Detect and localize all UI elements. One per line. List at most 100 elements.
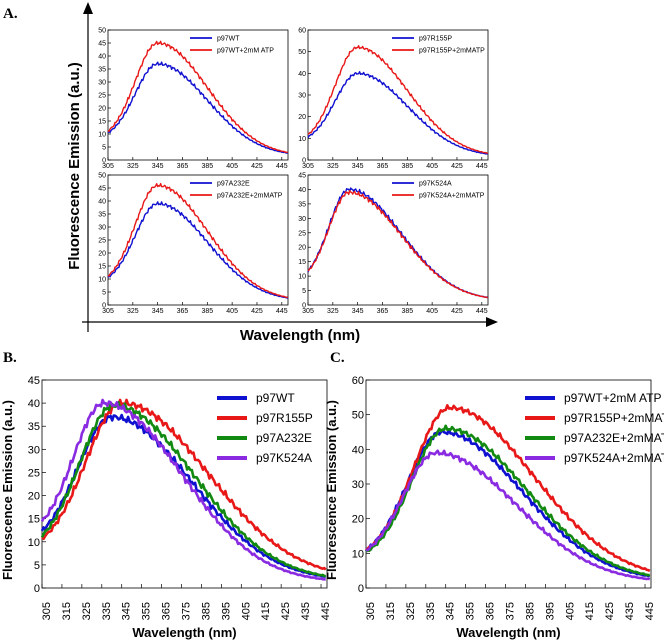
- x-tick-label: 385: [524, 602, 536, 620]
- legend-label: p97A232E: [217, 181, 250, 188]
- x-tick-label: 325: [127, 163, 139, 170]
- x-tick-label: 345: [152, 163, 164, 170]
- y-tick-label: 0: [302, 303, 306, 310]
- y-tick-label: 10: [28, 537, 40, 549]
- y-tick-label: 10: [298, 136, 306, 143]
- x-tick-label: 365: [177, 308, 189, 315]
- y-tick-label: 10: [298, 274, 306, 281]
- x-tick-label: 445: [320, 602, 332, 620]
- x-tick-label: 325: [327, 163, 339, 170]
- legend-label: p97A232E+2mMATP: [564, 431, 664, 445]
- y-tick-label: 50: [298, 49, 306, 56]
- x-tick-label: 365: [377, 308, 389, 315]
- x-tick-label: 435: [624, 602, 636, 620]
- legend-label: p97A232E+2mMATP: [217, 193, 283, 200]
- y-tick-label: 0: [34, 583, 40, 595]
- y-tick-label: 40: [98, 199, 106, 206]
- legend-label: p97R155P: [419, 36, 452, 43]
- series-line-p97r155p-2mmatp: [307, 45, 488, 154]
- chart-b: 0 5 10 15 20 25 30 35 40 45 305 315 325 335 345 355 365 3…: [0, 375, 332, 640]
- x-tick-label: 445: [476, 163, 488, 170]
- panel-a-frame: Fluorescence Emission (a.u.) Wavelength …: [66, 2, 498, 344]
- y-tick-label: 45: [98, 186, 106, 193]
- x-tick-label: 315: [61, 602, 73, 620]
- x-tick-label: 325: [81, 602, 93, 620]
- y-tick-label: 20: [98, 251, 106, 258]
- panel-label-c: C.: [330, 350, 345, 366]
- x-tick-label: 365: [161, 602, 173, 620]
- x-tick-label: 385: [401, 308, 413, 315]
- x-tick-label: 335: [425, 602, 437, 620]
- x-axis-title: Wavelength (nm): [456, 625, 560, 640]
- y-tick-label: 50: [98, 173, 106, 180]
- x-axis-title: Wavelength (nm): [132, 625, 236, 640]
- y-tick-label: 35: [28, 421, 40, 433]
- x-tick-label: 425: [451, 163, 463, 170]
- y-tick-label: 25: [28, 467, 40, 479]
- y-tick-label: 30: [98, 225, 106, 232]
- legend-label: p97R155P+2mMATP: [419, 48, 485, 55]
- y-tick-label: 50: [352, 410, 364, 422]
- chart-a3: 0 5 10 15 20 25 30 35 40 45 50 305 325 345 365 385 405 42…: [98, 173, 289, 315]
- x-tick-label: 425: [280, 602, 292, 620]
- x-tick-label: 395: [220, 602, 232, 620]
- series-line-p97k524a: [40, 398, 326, 581]
- x-tick-label: 445: [276, 163, 288, 170]
- legend-label: p97WT+2mM ATP: [564, 391, 661, 405]
- x-tick-label: 425: [451, 308, 463, 315]
- y-tick-label: 20: [298, 245, 306, 252]
- legend-label: p97R155P+2mMATP: [564, 411, 664, 425]
- y-tick-label: 25: [98, 93, 106, 100]
- x-tick-label: 305: [41, 602, 53, 620]
- x-tick-label: 325: [127, 308, 139, 315]
- y-tick-label: 0: [102, 303, 106, 310]
- series-line-p97k524a: [307, 187, 489, 299]
- y-tick-label: 35: [298, 201, 306, 208]
- y-tick-label: 45: [28, 375, 40, 387]
- y-tick-label: 5: [34, 560, 40, 572]
- y-tick-label: 15: [28, 514, 40, 526]
- x-tick-label: 405: [226, 163, 238, 170]
- x-tick-label: 445: [644, 602, 656, 620]
- legend-label: p97K524A: [419, 181, 452, 188]
- y-tick-label: 30: [298, 216, 306, 223]
- x-tick-label: 305: [102, 308, 114, 315]
- y-tick-label: 40: [352, 444, 364, 456]
- x-tick-label: 305: [302, 163, 314, 170]
- legend-label: p97K524A+2mMATP: [419, 193, 485, 200]
- x-tick-label: 345: [352, 163, 364, 170]
- y-tick-label: 10: [98, 132, 106, 139]
- panel-a-y-arrow: [83, 2, 93, 14]
- x-tick-label: 385: [201, 163, 213, 170]
- x-tick-label: 365: [485, 602, 497, 620]
- x-tick-label: 345: [121, 602, 133, 620]
- y-tick-label: 40: [298, 187, 306, 194]
- legend-label: p97R155P: [256, 411, 313, 425]
- panel-label-a: A.: [3, 6, 18, 22]
- series-line-p97r155p: [41, 398, 327, 571]
- x-tick-label: 325: [327, 308, 339, 315]
- panel-a-xlabel: Wavelength (nm): [240, 327, 360, 344]
- y-axis-title: Fluorescence Emission (a.u.): [324, 400, 339, 580]
- panel-a-ylabel: Fluorescence Emission (a.u.): [66, 62, 83, 270]
- x-tick-label: 405: [240, 602, 252, 620]
- plot-frame: [307, 174, 489, 306]
- x-tick-label: 405: [226, 308, 238, 315]
- panel-label-b: B.: [3, 350, 17, 366]
- chart-a4: 0 5 10 15 20 25 30 35 40 45 305 325 345 365 385 405 425 4…: [298, 173, 489, 315]
- x-tick-label: 425: [251, 308, 263, 315]
- legend-label: p97WT: [217, 36, 240, 43]
- y-tick-label: 50: [98, 28, 106, 35]
- y-tick-label: 5: [302, 288, 306, 295]
- chart-a1: 0 5 10 15 20 25 30 35 40 45 50 305 325 345 365 385 405 42…: [98, 28, 289, 170]
- y-tick-label: 35: [98, 212, 106, 219]
- y-tick-label: 45: [98, 41, 106, 48]
- y-tick-label: 10: [352, 548, 364, 560]
- legend-label: p97K524A: [256, 451, 312, 465]
- x-tick-label: 345: [352, 308, 364, 315]
- series-line-p97a232e: [107, 201, 289, 299]
- x-tick-label: 385: [401, 163, 413, 170]
- x-tick-label: 405: [564, 602, 576, 620]
- y-tick-label: 5: [102, 290, 106, 297]
- legend-label: p97WT+2mM ATP: [217, 48, 274, 55]
